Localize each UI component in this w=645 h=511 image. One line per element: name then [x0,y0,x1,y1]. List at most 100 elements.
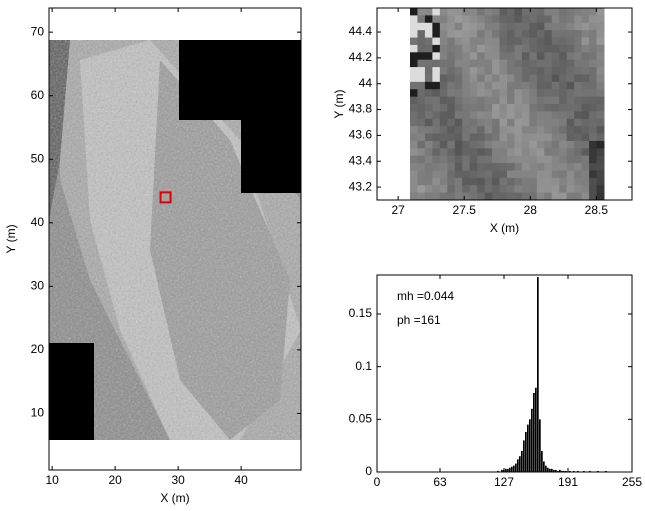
zoom-pixel [424,59,433,68]
zoom-pixel [499,96,508,105]
zoom-pixel [454,192,463,201]
zoom-pixel [492,52,501,61]
zoom-pixel [439,155,448,164]
zoom-pixel [410,148,418,157]
zoom-pixel [589,133,598,142]
zoom-pixel [447,15,456,24]
zoom-pixel [574,81,583,90]
zoom-pixel [469,192,478,201]
hist-bar [535,387,537,472]
zoom-pixel [507,37,515,46]
zoom-pixel [514,37,523,46]
zoom-pixel [477,52,486,61]
y-tick-label: 0.05 [349,411,373,425]
zoom-pixel [462,96,471,105]
zoom-pixel [477,96,486,105]
zoom-pixel [432,8,441,16]
zoom-pixel [484,185,493,194]
x-tick-label: 40 [234,473,248,487]
zoom-pixel [507,126,515,135]
zoom-pixel [566,170,575,179]
zoom-pixel [566,89,575,98]
zoom-pixel [424,133,433,142]
zoom-pixel [574,133,583,142]
zoom-pixel [492,140,501,149]
zoom-pixel [462,148,471,157]
zoom-pixel [499,30,508,39]
zoom-pixel [529,59,538,68]
zoom-pixel [551,96,560,105]
zoom-pixel [484,52,493,61]
zoom-pixel [574,74,583,83]
zoom-pixel [559,15,568,24]
zoom-pixel [507,89,515,98]
zoom-pixel [574,59,583,68]
zoom-pixel [454,67,463,75]
zoom-pixel [462,15,471,24]
zoom-pixel [566,148,575,157]
zoom-pixel [439,177,448,186]
zoom-pixel [454,163,463,171]
zoom-pixel [432,96,441,105]
zoom-pixel [454,59,463,68]
zoom-pixel [424,111,433,120]
zoom-pixel [424,30,433,39]
zoom-pixel [432,81,441,90]
zoom-pixel [424,96,433,105]
hist-bar [509,467,511,472]
zoom-pixel [462,52,471,61]
hist-bar [507,468,509,472]
zoom-pixel [447,185,456,194]
zoom-pixel [417,8,426,16]
zoom-pixel [492,111,501,120]
zoom-pixel [566,192,575,201]
zoom-pixel [529,89,538,98]
zoom-pixel [566,140,575,149]
zoom-pixel [454,44,463,53]
zoom-pixel [447,22,456,31]
zoom-pixel [469,126,478,135]
zoom-pixel [596,89,605,98]
zoom-pixel [469,155,478,164]
zoom-pixel [439,52,448,61]
zoom-pixel [559,148,568,157]
hist-bar [597,470,599,472]
zoom-pixel [536,52,545,61]
zoom-pixel [507,52,515,61]
zoom-pixel [447,140,456,149]
zoom-pixel [454,52,463,61]
hist-bar [573,470,575,472]
hist-bar [577,470,579,472]
zoom-pixel [559,89,568,98]
hist-bar [513,465,515,472]
zoom-pixel [536,22,545,31]
zoom-pixel [447,37,456,46]
zoom-pixel [499,177,508,186]
zoom-pixel [551,177,560,186]
zoom-pixel [469,170,478,179]
zoom-pixel [521,170,530,179]
zoom-pixel [581,155,590,164]
zoom-pixel [454,148,463,157]
zoom-pixel [469,67,478,75]
x-tick-label: 20 [108,473,122,487]
zoom-pixel [469,74,478,83]
zoom-pixel [581,74,590,83]
zoom-pixel [544,111,553,120]
zoom-pixel [559,126,568,135]
zoom-pixel [574,96,583,105]
zoom-pixel [424,81,433,90]
x-tick-label: 191 [558,475,578,489]
zoom-pixel [544,170,553,179]
zoom-pixel [439,15,448,24]
zoom-pixel [566,15,575,24]
zoom-pixel [417,111,426,120]
hist-bar [501,469,503,472]
zoom-pixel [454,118,463,127]
zoom-pixel [410,163,418,171]
zoom-pixel [432,170,441,179]
zoom-pixel [469,22,478,31]
zoom-pixel [566,44,575,53]
zoom-pixel [477,37,486,46]
y-tick-label: 50 [31,151,45,165]
